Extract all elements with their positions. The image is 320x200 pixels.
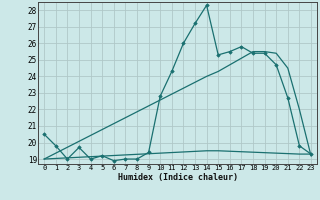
X-axis label: Humidex (Indice chaleur): Humidex (Indice chaleur) xyxy=(118,173,238,182)
